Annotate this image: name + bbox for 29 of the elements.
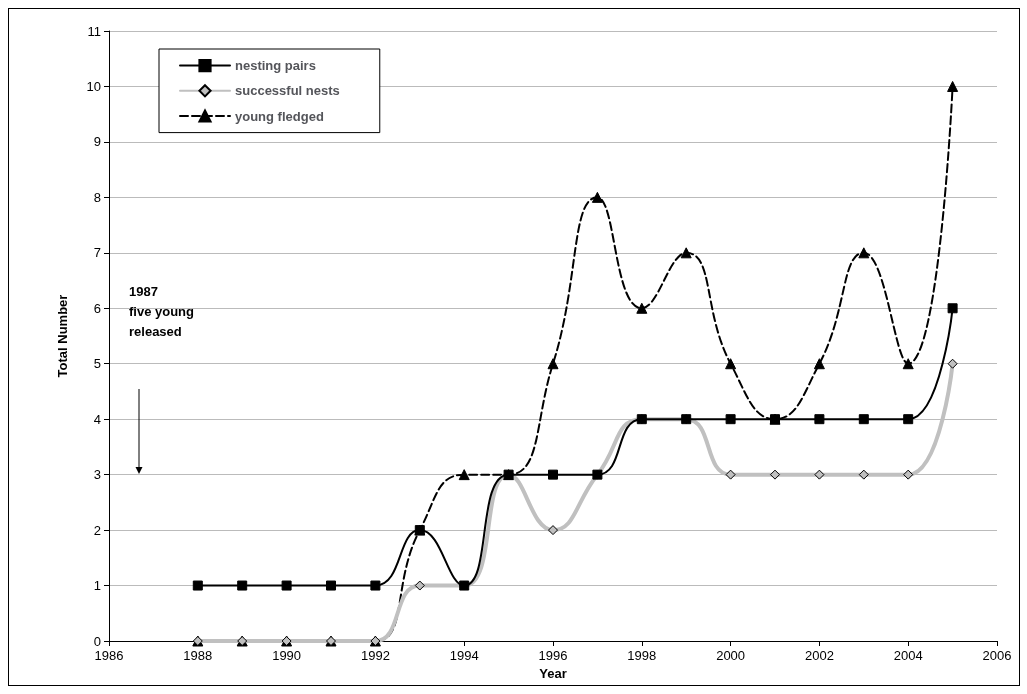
- x-tick-label: 1998: [627, 648, 657, 663]
- x-tick-label: 2000: [716, 648, 746, 663]
- x-axis-title: Year: [539, 665, 567, 681]
- x-tick-label: 2006: [982, 648, 1012, 663]
- y-tick-label: 0: [93, 633, 101, 649]
- legend-label: young fledged: [235, 108, 324, 124]
- annotation: 1987 five young released: [129, 283, 195, 339]
- legend-label: successful nests: [235, 83, 340, 99]
- y-tick-label: 1: [93, 578, 101, 594]
- y-tick-label: 6: [93, 300, 101, 316]
- x-tick-label: 1992: [360, 648, 390, 663]
- y-tick-label: 8: [93, 189, 101, 205]
- y-tick-label: 11: [87, 23, 101, 39]
- x-tick-label: 1986: [94, 648, 124, 663]
- y-tick-label: 9: [93, 134, 101, 150]
- x-tick-label: 1994: [449, 648, 479, 663]
- y-tick-label: 4: [93, 411, 101, 427]
- legend-label: nesting pairs: [235, 58, 316, 74]
- y-tick-label: 7: [93, 245, 101, 261]
- y-tick-label: 10: [86, 78, 101, 94]
- x-tick-label: 2004: [893, 648, 923, 663]
- x-tick-label: 2002: [804, 648, 834, 663]
- y-tick-label: 2: [93, 522, 101, 538]
- y-tick-label: 3: [93, 467, 101, 483]
- y-tick-label: 5: [93, 356, 101, 372]
- x-tick-label: 1990: [272, 648, 302, 663]
- x-tick-label: 1988: [183, 648, 213, 663]
- x-tick-label: 1996: [538, 648, 568, 663]
- y-axis-title: Total Number: [55, 294, 70, 378]
